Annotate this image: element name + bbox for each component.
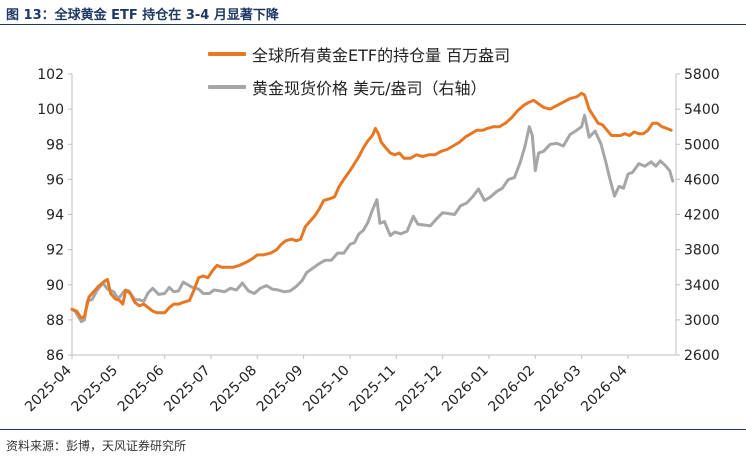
right-axis-tick-label: 4200 (684, 208, 720, 224)
x-axis-tick-label: 2025-11 (346, 363, 399, 416)
series-line-holdings (70, 91, 673, 320)
right-axis-tick-label: 2600 (684, 348, 720, 364)
x-axis-tick-label: 2025-04 (22, 362, 75, 415)
left-axis-tick-label: 100 (37, 102, 64, 118)
left-axis-tick-label: 94 (46, 208, 64, 224)
figure-title: 图 13：全球黄金 ETF 持仓在 3-4 月显著下降 (6, 8, 279, 23)
right-axis-tick-label: 4600 (684, 172, 720, 188)
x-axis-tick-label: 2025-12 (393, 363, 446, 416)
source-rule (0, 429, 746, 430)
x-axis-tick-label: 2026-03 (532, 363, 585, 416)
legend-item-holdings: 全球所有黄金ETF的持仓量 百万盎司 (208, 42, 588, 66)
x-axis-tick-label: 2026-01 (439, 363, 492, 416)
left-axis-tick-label: 88 (46, 313, 64, 329)
left-axis-tick-label: 86 (46, 348, 64, 364)
x-axis-tick-label: 2025-06 (115, 362, 168, 415)
x-axis-tick-label: 2025-09 (254, 363, 307, 416)
x-axis-tick-label: 2025-07 (161, 363, 214, 416)
right-axis-tick-label: 3800 (684, 243, 720, 259)
legend-swatch-price (208, 85, 246, 89)
left-axis-tick-label: 92 (46, 243, 64, 259)
x-axis-tick-label: 2025-10 (300, 363, 353, 416)
x-axis-tick-label: 2025-08 (207, 363, 260, 416)
right-axis-tick-label: 5000 (684, 137, 720, 153)
chart-axes (68, 73, 680, 359)
left-axis-tick-label: 90 (46, 278, 64, 294)
legend-item-price: 黄金现货价格 美元/盎司（右轴） (208, 75, 588, 99)
chart-lines (70, 91, 675, 324)
right-axis-tick-label: 5800 (684, 67, 720, 83)
x-axis-tick-label: 2026-04 (578, 362, 631, 415)
right-axis-tick-label: 5400 (684, 102, 720, 118)
title-rule (0, 24, 746, 25)
source-note: 资料来源：彭博，天风证券研究所 (6, 439, 187, 453)
right-axis-tick-label: 3400 (684, 278, 720, 294)
legend-label-price: 黄金现货价格 美元/盎司（右轴） (252, 79, 487, 98)
left-axis-tick-label: 98 (46, 137, 64, 153)
x-axis-tick-label: 2026-02 (485, 363, 538, 416)
left-axis-tick-label: 96 (46, 172, 64, 188)
series-line-price (70, 113, 675, 324)
chart-tick-labels: 86 88 90 92 94 96 98 100 102 2600 3000 3400 3800 4200… (22, 67, 719, 415)
legend-swatch-holdings (208, 52, 246, 56)
legend-label-holdings: 全球所有黄金ETF的持仓量 百万盎司 (252, 46, 511, 65)
right-axis-tick-label: 3000 (684, 313, 720, 329)
left-axis-tick-label: 102 (37, 67, 64, 83)
x-axis-tick-label: 2025-05 (68, 363, 121, 416)
